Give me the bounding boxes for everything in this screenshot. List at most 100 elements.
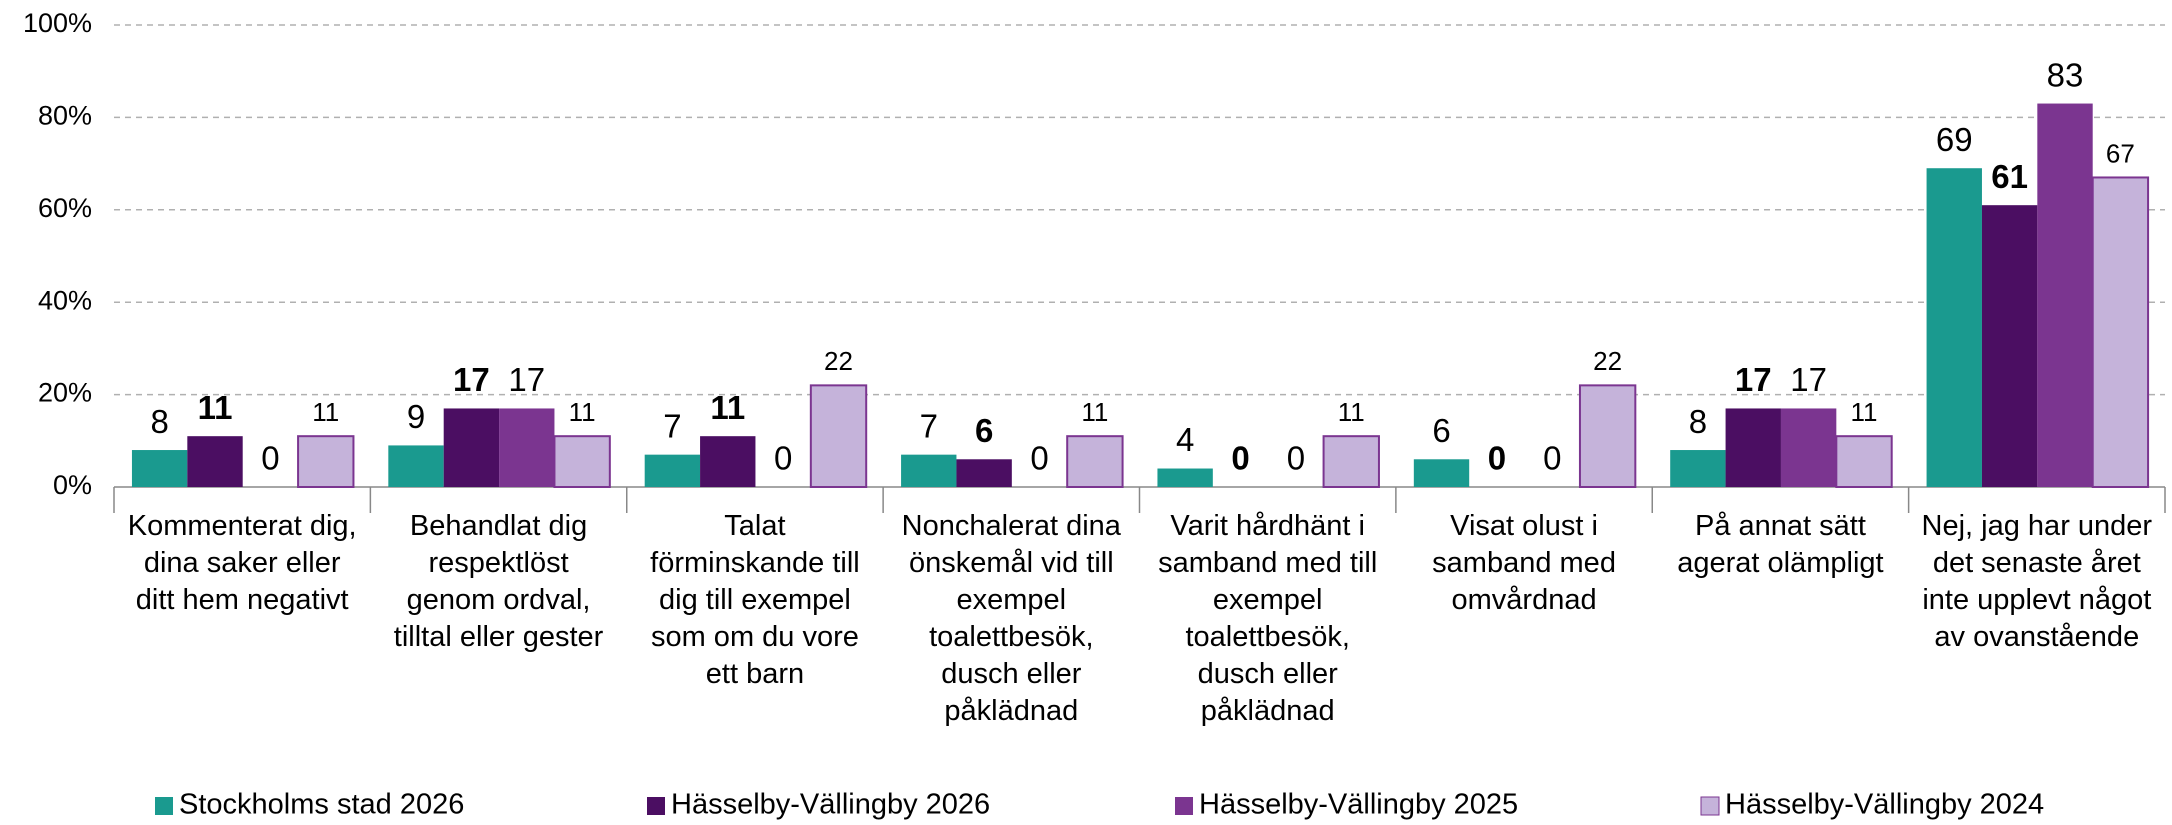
bar [2037,103,2093,487]
x-tick-label: På annat sätt agerat olämpligt [1677,510,1883,579]
data-label: 0 [1231,440,1249,477]
data-label: 4 [1176,421,1194,458]
data-label: 11 [710,389,745,426]
data-label: 6 [1432,412,1450,449]
x-tick-label: Varit hårdhänt i samband med till exempel t… [1158,510,1377,727]
x-tick-label-line: exempel [1213,584,1323,616]
legend-swatch [1700,796,1720,816]
bar [956,459,1012,487]
bar [1322,435,1380,488]
legend-swatch [647,797,665,815]
x-tick-label-line: genom ordval, [407,584,591,616]
data-label: 0 [1030,440,1048,477]
x-tick-label-line: som om du vore [651,621,859,653]
x-tick-label-line: dusch eller [1198,658,1339,690]
x-tick-label-line: önskemål vid till [909,547,1114,579]
x-tick-label-line: dina saker eller [144,547,341,579]
bar [1981,205,2038,487]
x-tick-label-line: toalettbesök, [929,621,1093,653]
x-tick-label-line: Kommenterat dig, [128,510,357,542]
y-tick-label: 100% [23,8,92,38]
data-label: 7 [663,407,681,444]
data-label: 8 [150,403,168,440]
bar [1413,459,1470,487]
data-label: 6 [975,412,993,449]
x-tick-label-line: dig till exempel [659,584,851,616]
legend-swatch [155,797,173,815]
bar [1066,435,1124,488]
bar [2091,176,2150,489]
y-tick-label: 60% [38,193,92,223]
x-tick-label-line: förminskande till [650,547,860,579]
x-tick-label-line: Visat olust i [1450,510,1598,542]
x-tick-label: Nej, jag har under det senaste året inte u… [1922,510,2153,653]
data-label: 0 [774,440,792,477]
x-tick-label-line: dusch eller [941,658,1082,690]
x-tick-label-line: På annat sätt [1695,510,1866,542]
data-label: 8 [1689,403,1707,440]
data-label: 0 [1488,440,1506,477]
x-tick-label-line: tilltal eller gester [394,621,604,653]
bar [1926,168,1982,487]
x-tick-label-line: Varit hårdhänt i [1170,510,1365,542]
data-label: 17 [453,361,490,398]
legend-swatch [1175,797,1193,815]
bar [388,445,444,487]
x-tick-label: Behandlat dig respektlöst genom ordval, til… [394,510,604,653]
x-tick-label-line: påklädnad [1201,695,1335,727]
x-tick-label: Visat olust i samband med omvårdnad [1432,510,1616,616]
x-tick-label-line: påklädnad [944,695,1078,727]
data-label: 83 [2047,56,2084,93]
data-label: 17 [508,361,545,398]
x-tick-label-line: inte upplevt något [1922,584,2151,616]
data-label: 17 [1735,361,1772,398]
data-label: 11 [1081,397,1108,427]
data-label: 11 [312,397,339,427]
x-tick-label: Kommenterat dig, dina saker eller ditt hem… [128,510,357,616]
legend-label: Stockholms stad 2026 [179,789,464,821]
bar [443,408,500,487]
bar [809,384,868,488]
x-tick-label-line: Talat [724,510,785,542]
x-tick-label-line: samband med [1432,547,1616,579]
bar [700,436,756,487]
x-tick-label-line: ditt hem negativt [136,584,349,616]
x-tick-label-line: Behandlat dig [410,510,587,542]
x-tick-label-line: samband med till [1158,547,1377,579]
data-label: 11 [1338,397,1365,427]
bar [553,435,611,488]
bar [1670,450,1726,487]
bar [1725,408,1781,487]
x-tick-label-line: respektlöst [428,547,568,579]
data-label: 0 [1543,440,1561,477]
bar [1835,435,1893,488]
x-tick-label-line: omvårdnad [1452,584,1597,616]
data-label: 22 [824,346,853,376]
bar [187,436,243,487]
bar [131,450,188,487]
legend-label: Hässelby-Vällingby 2025 [1199,789,1518,821]
x-tick-label-line: toalettbesök, [1185,621,1349,653]
bar [644,454,701,487]
bar [297,435,355,488]
y-tick-label: 80% [38,101,92,131]
data-label: 69 [1936,121,1973,158]
data-label: 67 [2106,138,2135,168]
x-tick-label: Talat förminskande till dig till exempel so… [650,510,860,690]
legend-label: Hässelby-Vällingby 2026 [671,789,990,821]
data-label: 61 [1991,158,2028,195]
bar [901,454,957,487]
x-tick-label-line: ett barn [706,658,804,690]
x-tick-label-line: Nonchalerat dina [902,510,1122,542]
data-label: 0 [261,440,279,477]
x-tick-label-line: av ovanstående [1934,621,2139,653]
x-tick-label-line: agerat olämpligt [1677,547,1883,579]
bar [1780,408,1837,487]
y-tick-label: 0% [53,470,92,500]
data-label: 7 [920,407,938,444]
legend-label: Hässelby-Vällingby 2024 [1725,789,2044,821]
data-label: 11 [1851,397,1878,427]
bar [1157,468,1213,487]
data-label: 22 [1593,346,1622,376]
